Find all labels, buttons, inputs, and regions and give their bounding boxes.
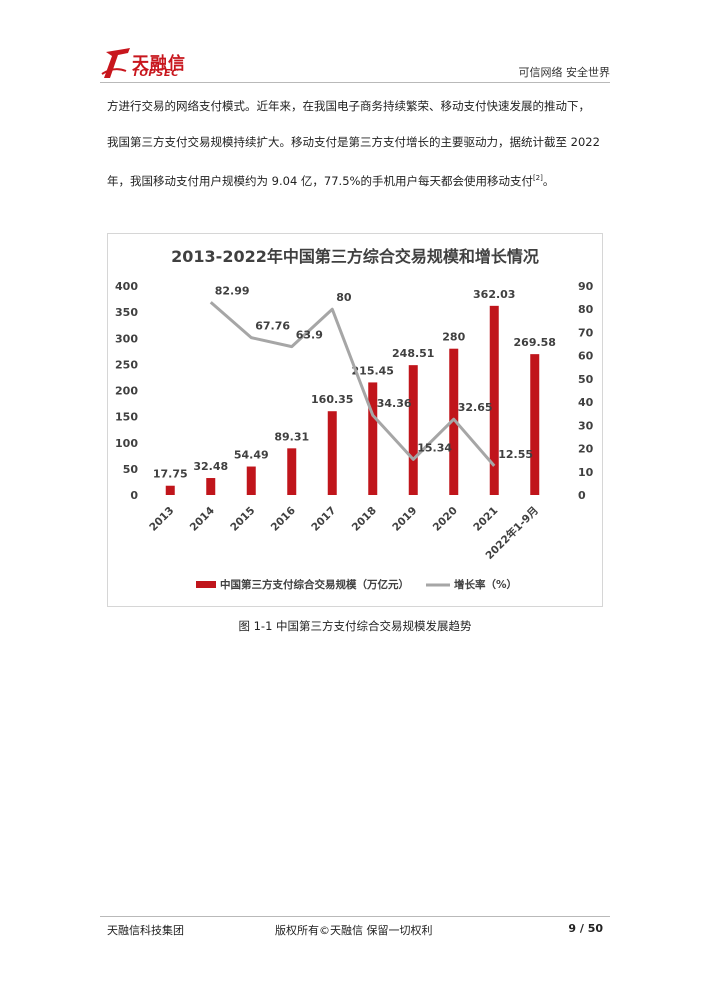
y-right-tick-label: 10	[578, 466, 594, 479]
y-left-tick-label: 350	[115, 306, 138, 319]
line-value-label: 15.34	[417, 441, 452, 454]
y-right-tick-label: 0	[578, 489, 586, 502]
bar-value-label: 160.35	[311, 393, 353, 406]
line-value-label: 63.9	[296, 329, 323, 342]
x-tick-label: 2014	[188, 505, 217, 534]
bar	[206, 478, 216, 495]
topsec-logo-icon	[101, 48, 130, 78]
footer-divider	[100, 916, 610, 917]
bar	[246, 466, 256, 495]
y-left-tick-label: 400	[115, 280, 138, 293]
footer-copyright: 版权所有©天融信 保留一切权利	[275, 924, 433, 937]
bar	[327, 411, 337, 495]
bar-value-label: 362.03	[473, 288, 515, 301]
x-tick-label: 2021	[471, 505, 500, 534]
logo-chinese-name: 天融信	[132, 54, 186, 74]
y-right-tick-label: 80	[578, 303, 594, 316]
footer-company: 天融信科技集团	[107, 924, 184, 937]
legend-bar-label: 中国第三方支付综合交易规模（万亿元）	[220, 578, 409, 591]
y-right-tick-label: 90	[578, 280, 594, 293]
header-divider	[100, 82, 610, 83]
body-line-1: 方进行交易的网络支付模式。近年来，在我国电子商务持续繁荣、移动支付快速发展的推动…	[107, 99, 590, 113]
bar	[530, 354, 540, 495]
bar	[449, 348, 459, 495]
y-left-tick-label: 0	[130, 489, 138, 502]
y-left-tick-label: 100	[115, 437, 138, 450]
chart-title: 2013-2022年中国第三方综合交易规模和增长情况	[171, 247, 539, 266]
bar	[287, 448, 297, 495]
y-right-tick-label: 20	[578, 443, 594, 456]
line-value-label: 32.65	[458, 401, 493, 414]
chart-container: 2013-2022年中国第三方综合交易规模和增长情况 0 50 100 150 200 2…	[107, 233, 603, 607]
citation-ref[interactable]: [2]	[532, 174, 543, 182]
x-tick-label: 2015	[228, 505, 257, 534]
growth-rate-line	[209, 301, 496, 467]
bar-value-label: 54.49	[234, 449, 269, 462]
bar-value-label: 89.31	[274, 430, 309, 443]
line-value-label: 67.76	[255, 320, 290, 333]
x-tick-label: 2020	[431, 505, 460, 534]
y-left-tick-label: 50	[123, 463, 139, 476]
y-left-tick-label: 200	[115, 385, 138, 398]
bar	[368, 382, 378, 495]
legend-bar-swatch	[196, 581, 216, 588]
x-tick-label: 2017	[309, 505, 338, 534]
bar	[489, 305, 499, 495]
logo-english-name: TOPSEC	[132, 68, 180, 79]
combo-chart: 2013-2022年中国第三方综合交易规模和增长情况 0501001502002…	[115, 247, 594, 591]
line-value-label: 12.55	[498, 448, 533, 461]
bar-value-label: 280	[442, 331, 465, 344]
body-line-3-text: 年，我国移动支付用户规模约为 9.04 亿，77.5%的手机用户每天都会使用移动…	[107, 173, 533, 188]
y-right-tick-label: 30	[578, 419, 594, 432]
bar	[408, 365, 418, 495]
bar-value-label: 215.45	[352, 364, 394, 377]
line-value-label: 82.99	[215, 284, 250, 297]
y-right-tick-label: 60	[578, 350, 594, 363]
legend-line-label: 增长率（%）	[454, 578, 517, 591]
header-slogan: 可信网络 安全世界	[518, 66, 611, 79]
page-number: 9 / 50	[568, 922, 603, 935]
y-right-tick-label: 70	[578, 326, 594, 339]
y-left-tick-label: 150	[115, 411, 138, 424]
y-left-tick-label: 300	[115, 332, 138, 345]
x-tick-label: 2013	[147, 505, 176, 534]
bar-value-label: 17.75	[153, 468, 188, 481]
y-right-tick-label: 50	[578, 373, 594, 386]
body-line-3: 年，我国移动支付用户规模约为 9.04 亿，77.5%的手机用户每天都会使用移动…	[107, 169, 607, 190]
bar-value-label: 248.51	[392, 347, 434, 360]
y-right-tick-label: 40	[578, 396, 594, 409]
bar-value-label: 32.48	[193, 460, 228, 473]
line-value-label: 80	[336, 291, 352, 304]
body-line-2: 我国第三方支付交易规模持续扩大。移动支付是第三方支付增长的主要驱动力，据统计截至…	[107, 135, 600, 149]
line-value-label: 34.36	[377, 397, 412, 410]
x-tick-label: 2019	[390, 505, 419, 534]
body-line-3-end: 。	[542, 173, 555, 188]
figure-caption: 图 1-1 中国第三方支付综合交易规模发展趋势	[238, 619, 472, 633]
x-tick-label: 2016	[269, 505, 298, 534]
bar	[165, 485, 175, 495]
bar-value-label: 269.58	[514, 336, 556, 349]
x-tick-label: 2018	[350, 505, 379, 534]
y-left-tick-label: 250	[115, 358, 138, 371]
